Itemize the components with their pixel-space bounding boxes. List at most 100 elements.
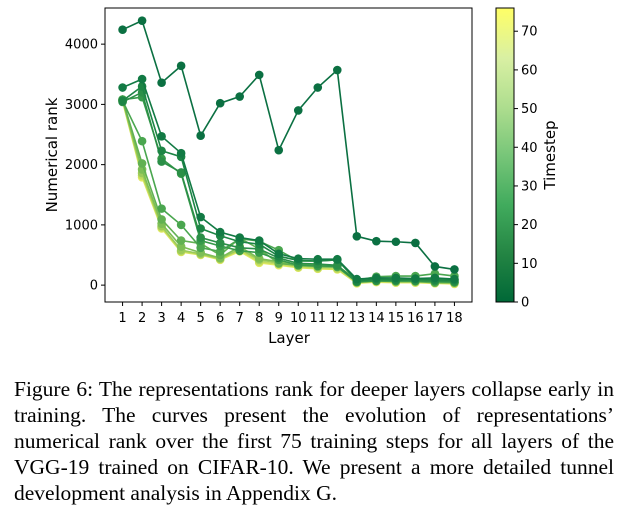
colorbar-tick-label: 60 xyxy=(521,63,538,78)
data-point xyxy=(137,136,147,146)
data-point xyxy=(118,83,127,92)
x-axis: 1 2 3 4 5 6 7 8 9 10 11 12 13 14 15 16 17 18 xyxy=(118,302,463,326)
series-line xyxy=(121,100,455,282)
colorbar-label: Timestep xyxy=(541,120,559,190)
data-point xyxy=(137,74,147,84)
series-line xyxy=(122,78,455,280)
x-tick-label: 18 xyxy=(446,311,463,326)
data-point xyxy=(235,243,244,253)
y-tick-label: 0 xyxy=(90,279,98,294)
x-tick-label: 11 xyxy=(310,311,327,326)
x-tick-label: 9 xyxy=(275,311,283,326)
series-timestep-20 xyxy=(118,92,459,287)
y-axis: 0 1000 2000 3000 4000 xyxy=(65,38,105,294)
data-point xyxy=(333,65,342,75)
data-point xyxy=(176,61,186,71)
colorbar-ticks: 0 10 20 30 40 50 60 70 xyxy=(514,25,538,311)
series-timestep-5 xyxy=(118,74,459,284)
data-point xyxy=(254,70,264,80)
data-point xyxy=(235,233,244,242)
plot-frame xyxy=(104,7,473,303)
y-axis-label: Numerical rank xyxy=(43,97,61,212)
data-point xyxy=(372,236,381,246)
colorbar-tick-label: 10 xyxy=(521,257,538,272)
data-point xyxy=(313,254,323,264)
caption-text: The representations rank for deeper laye… xyxy=(14,377,615,505)
data-point xyxy=(118,25,127,34)
x-tick-label: 17 xyxy=(427,311,444,326)
x-tick-label: 7 xyxy=(236,311,244,326)
x-tick-label: 16 xyxy=(407,311,424,326)
colorbar-tick-label: 30 xyxy=(521,179,538,194)
x-tick-label: 12 xyxy=(329,311,346,326)
data-point xyxy=(176,168,186,177)
data-point xyxy=(196,212,205,222)
data-point xyxy=(274,249,284,259)
colorbar-tick-label: 0 xyxy=(521,296,529,311)
data-point xyxy=(450,274,459,284)
y-tick-label: 4000 xyxy=(65,38,98,53)
data-point xyxy=(157,132,166,141)
series-line xyxy=(122,85,455,282)
data-point xyxy=(176,220,186,230)
data-point xyxy=(430,273,440,283)
x-tick-label: 2 xyxy=(138,311,146,326)
data-point xyxy=(196,131,205,141)
x-tick-label: 15 xyxy=(388,311,405,326)
series-line xyxy=(122,96,455,283)
data-point xyxy=(254,236,264,245)
data-point xyxy=(215,98,225,108)
data-point xyxy=(411,238,420,248)
y-tick-label: 3000 xyxy=(65,98,98,113)
data-point xyxy=(157,78,166,87)
y-tick-label: 2000 xyxy=(65,158,98,173)
series-timestep-75 xyxy=(118,97,459,289)
data-point xyxy=(215,227,225,237)
data-point xyxy=(157,215,166,224)
data-point xyxy=(352,232,362,241)
series-layer xyxy=(118,16,459,289)
data-point xyxy=(176,148,186,158)
data-point xyxy=(176,242,186,251)
data-point xyxy=(391,273,401,283)
data-point xyxy=(372,273,381,283)
data-point xyxy=(137,159,147,168)
x-tick-label: 14 xyxy=(368,311,385,326)
data-point xyxy=(137,16,147,25)
data-point xyxy=(196,243,205,253)
colorbar-tick-label: 20 xyxy=(521,218,538,233)
series-line xyxy=(121,99,455,281)
data-point xyxy=(333,254,342,264)
data-point xyxy=(293,254,303,263)
colorbar-tick-label: 70 xyxy=(521,25,538,40)
data-point xyxy=(254,254,264,263)
colorbar-tick-label: 50 xyxy=(521,102,538,117)
series-timestep-0 xyxy=(118,16,459,274)
x-tick-label: 13 xyxy=(349,311,366,326)
data-point xyxy=(313,83,323,92)
x-tick-label: 10 xyxy=(290,311,307,326)
data-point xyxy=(411,274,420,283)
data-point xyxy=(274,145,284,155)
data-point xyxy=(196,224,205,233)
x-tick-label: 1 xyxy=(118,311,126,326)
colorbar xyxy=(495,7,515,303)
x-axis-label: Layer xyxy=(268,329,311,347)
data-point xyxy=(157,157,166,166)
x-tick-label: 3 xyxy=(157,311,165,326)
data-point xyxy=(352,274,362,284)
data-point xyxy=(118,96,127,106)
caption-label: Figure 6: xyxy=(14,377,94,401)
data-point xyxy=(176,236,186,245)
x-tick-label: 5 xyxy=(197,311,205,326)
data-point xyxy=(215,238,225,248)
data-point xyxy=(157,204,166,213)
colorbar-tick-label: 40 xyxy=(521,141,538,156)
figure-caption: Figure 6: The representations rank for d… xyxy=(14,376,614,506)
data-point xyxy=(293,106,303,115)
data-point xyxy=(235,92,244,101)
data-point xyxy=(157,146,166,156)
x-tick-label: 8 xyxy=(255,311,263,326)
data-point xyxy=(391,237,401,247)
